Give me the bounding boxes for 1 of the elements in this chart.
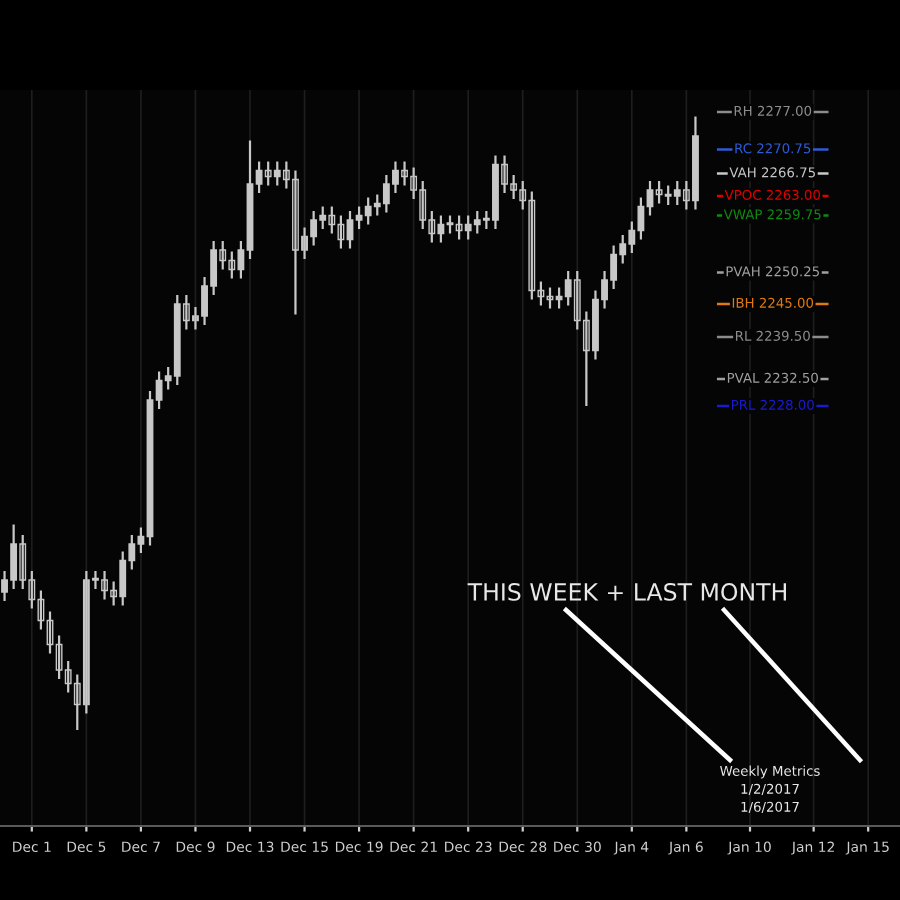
annotation: THIS WEEK + LAST MONTH — [467, 582, 786, 601]
